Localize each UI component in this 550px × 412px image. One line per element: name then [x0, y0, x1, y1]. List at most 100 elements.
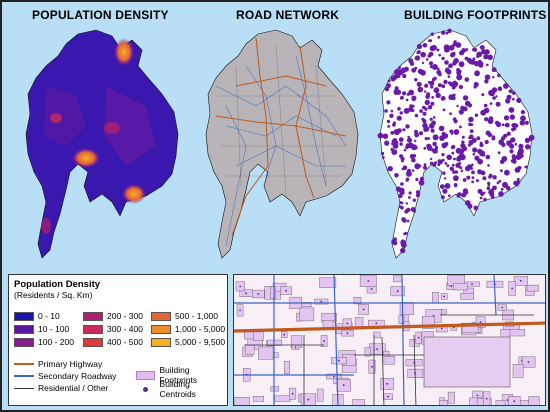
building-centroid: [403, 232, 407, 236]
building-centroid: [460, 169, 464, 173]
building-centroid: [487, 181, 491, 185]
building-centroid: [447, 28, 452, 34]
building-centroid: [528, 138, 531, 142]
building-centroid: [257, 293, 260, 295]
building-centroid: [429, 161, 434, 166]
building-centroid: [502, 134, 506, 138]
building-centroid: [492, 175, 497, 180]
building-centroid: [477, 158, 483, 165]
building-centroid: [506, 399, 509, 401]
building-centroid: [482, 176, 487, 181]
building-centroid: [411, 169, 415, 172]
building-centroid: [488, 173, 493, 178]
building-centroid: [516, 177, 520, 181]
building-centroid: [511, 91, 516, 95]
building-centroid: [492, 185, 497, 190]
building-centroids-layer: [377, 28, 535, 254]
building-centroid: [437, 163, 441, 167]
building-centroid: [444, 183, 451, 189]
building-centroid: [402, 128, 406, 132]
building-centroid: [396, 115, 402, 121]
building-centroid: [430, 32, 434, 36]
building-centroid: [477, 188, 483, 194]
building-centroid: [449, 112, 452, 116]
building-centroid: [453, 119, 458, 124]
building-centroid: [525, 144, 531, 150]
building-centroid: [472, 147, 478, 153]
building-centroid: [398, 193, 403, 199]
building-centroid: [387, 125, 391, 128]
building-centroid: [391, 149, 398, 155]
building-centroid: [519, 120, 525, 126]
building-centroid: [452, 83, 458, 88]
building-footprint: [512, 363, 524, 378]
legend-class-5: 400 - 500: [83, 337, 143, 347]
building-centroid: [505, 98, 511, 104]
building-centroid: [439, 184, 445, 190]
detail-svg: [234, 275, 545, 405]
building-centroid: [387, 395, 389, 398]
building-centroid: [484, 49, 490, 55]
building-centroid: [433, 87, 440, 94]
building-centroid: [472, 153, 476, 156]
building-centroid: [455, 147, 462, 154]
legend-swatch: [83, 337, 103, 347]
building-centroid: [441, 56, 445, 61]
building-centroid: [367, 280, 370, 282]
legend-box: Population Density (Residents / Sq. Km) …: [8, 274, 228, 406]
building-centroid: [407, 135, 410, 139]
building-centroid: [479, 196, 483, 200]
building-centroid: [239, 285, 242, 288]
legend-secondary-roadway: Secondary Roadway: [14, 371, 116, 381]
building-centroid: [448, 194, 451, 197]
legend-swatch: [83, 324, 103, 334]
building-centroid: [400, 95, 404, 100]
building-centroid: [501, 123, 505, 127]
legend-swatch: [14, 324, 34, 334]
building-centroid: [400, 240, 407, 246]
building-centroid: [429, 65, 433, 69]
building-centroid: [451, 151, 455, 155]
building-centroid: [400, 247, 406, 254]
building-footprints-map: [377, 28, 535, 259]
building-centroid: [476, 51, 483, 58]
building-centroid: [468, 116, 474, 123]
building-centroid: [475, 179, 479, 183]
building-centroid: [392, 143, 399, 149]
building-centroid: [452, 61, 457, 66]
building-centroid: [408, 89, 415, 96]
building-centroid: [419, 109, 423, 113]
building-centroid: [437, 67, 440, 71]
building-centroid: [412, 209, 417, 213]
building-centroid: [489, 102, 493, 105]
legend-primary-highway: Primary Highway: [14, 359, 102, 369]
building-centroid: [403, 108, 410, 114]
road-network-title: ROAD NETWORK: [236, 8, 340, 22]
building-footprint: [452, 283, 468, 291]
building-centroid: [483, 197, 487, 202]
building-centroid: [333, 375, 335, 378]
building-centroid: [384, 109, 388, 113]
building-centroid: [492, 76, 495, 79]
building-centroid: [503, 83, 509, 89]
building-centroid: [424, 137, 428, 141]
building-centroid: [393, 89, 400, 95]
building-centroid: [387, 79, 391, 83]
building-centroid: [456, 156, 461, 162]
building-centroid: [454, 170, 459, 174]
building-centroid: [423, 163, 427, 167]
building-centroid: [474, 70, 480, 77]
building-centroid: [471, 170, 475, 175]
building-centroid: [480, 45, 485, 50]
building-footprint: [460, 293, 474, 300]
road-network-map: [205, 29, 359, 259]
building-centroid: [518, 143, 524, 149]
building-centroid: [510, 137, 516, 143]
building-centroid: [512, 97, 515, 101]
building-centroid: [476, 136, 481, 141]
building-footprint: [526, 284, 539, 292]
building-centroid: [394, 173, 399, 178]
building-centroid: [420, 51, 426, 58]
building-centroid: [459, 70, 462, 73]
building-centroid: [483, 103, 488, 108]
